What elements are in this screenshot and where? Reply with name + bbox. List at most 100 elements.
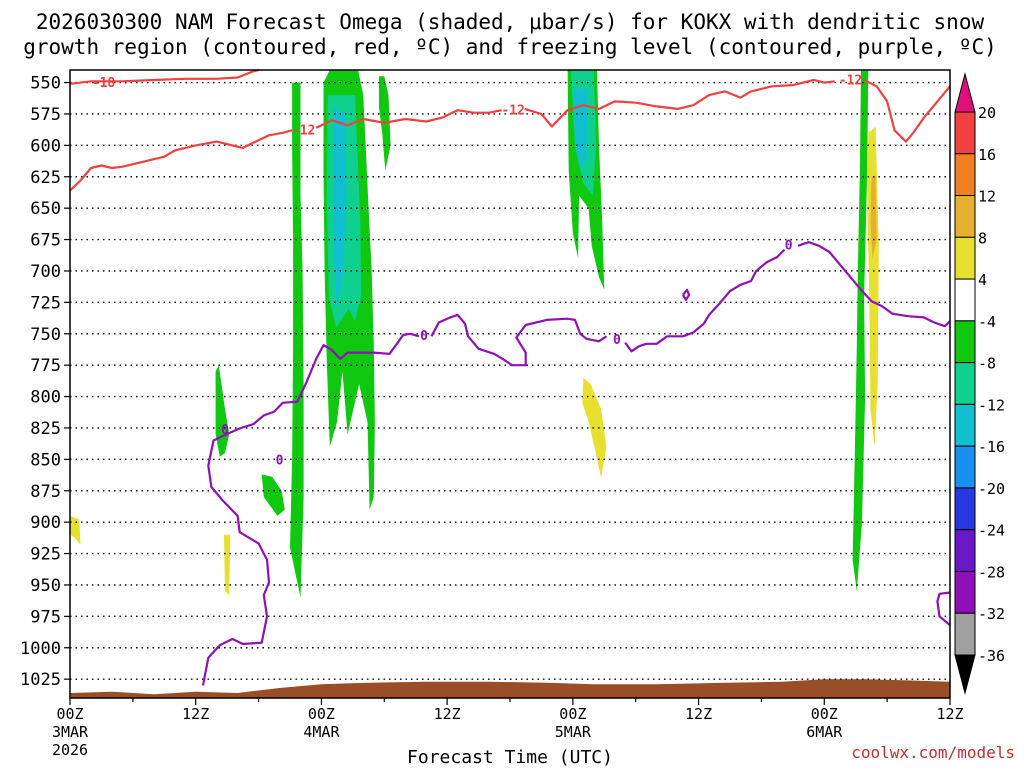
contour-line--12-1 xyxy=(69,129,293,192)
contour-line--18-0 xyxy=(69,68,259,85)
contour-line--12-3 xyxy=(524,78,835,128)
y-tick-label-675: 675 xyxy=(30,231,61,251)
contour-label--18-0-0: -18 xyxy=(92,76,116,91)
contour-label-0-5-4: 0 xyxy=(276,453,284,468)
y-tick-label-825: 825 xyxy=(30,419,61,439)
y-tick-label-700: 700 xyxy=(30,262,61,282)
x-tick-label-48-0: 00Z xyxy=(559,705,586,723)
y-tick-label-725: 725 xyxy=(30,293,61,313)
colorbar-label--36: -36 xyxy=(978,647,1005,665)
colorbar-label--12: -12 xyxy=(978,396,1005,414)
omega-region-green-5 xyxy=(261,474,285,516)
y-tick-label-875: 875 xyxy=(30,482,61,502)
colorbar-label--20: -20 xyxy=(978,480,1005,498)
chart-title-line-2: growth region (contoured, red, ºC) and f… xyxy=(23,35,997,59)
x-tick-label-0-2: 2026 xyxy=(52,741,88,759)
colorbar-label--4: -4 xyxy=(978,313,996,331)
y-tick-label-800: 800 xyxy=(30,388,61,408)
x-axis-label: Forecast Time (UTC) xyxy=(407,747,613,768)
x-tick-label-48-1: 5MAR xyxy=(555,723,592,741)
y-tick-label-775: 775 xyxy=(30,356,61,376)
contour-label--12-4-0: -12 xyxy=(839,73,862,88)
contour-label-0-5-2: 0 xyxy=(613,333,621,348)
contour-label-0-5-3: 0 xyxy=(785,239,793,254)
contour-line-0-6 xyxy=(430,313,608,367)
colorbar-label--8: -8 xyxy=(978,355,996,373)
terrain-fill xyxy=(70,679,950,698)
contour-line-0-5 xyxy=(201,332,420,686)
colorbar-swatch-2 xyxy=(954,153,976,197)
colorbar-swatch-10 xyxy=(954,487,976,531)
omega-region-yellow-13 xyxy=(70,515,81,545)
colorbar-swatch-5 xyxy=(954,278,976,322)
x-tick-label-84-0: 12Z xyxy=(936,705,963,723)
colorbar-swatch-4 xyxy=(954,236,976,280)
contour-label-0-5-0: 0 xyxy=(221,423,229,438)
contour-line-0-8 xyxy=(797,241,951,328)
omega-region-yellow-14 xyxy=(224,534,231,595)
omega-region-yellow-12 xyxy=(582,377,607,479)
x-tick-label-72-1: 6MAR xyxy=(806,723,843,741)
colorbar-cap-bottom xyxy=(954,654,976,695)
pressure-gridlines xyxy=(70,81,950,680)
colorbar-swatch-13 xyxy=(954,612,976,656)
credit-text: coolwx.com/models xyxy=(851,743,1015,762)
x-tick-label-12-0: 12Z xyxy=(182,705,209,723)
plot-area: -18 -12 -12 -12 0 0 0 0 0 xyxy=(69,68,951,699)
colorbar-label--24: -24 xyxy=(978,522,1005,540)
colorbar-label-20: 20 xyxy=(978,104,996,122)
colorbar-swatch-3 xyxy=(954,195,976,238)
y-tick-label-900: 900 xyxy=(30,513,61,533)
colorbar-label-16: 16 xyxy=(978,146,996,164)
y-axis-ticks: 550 575 600 625 650 675 700 725 750 775 800 825 850 8… xyxy=(20,74,70,690)
y-tick-label-1000: 1000 xyxy=(20,639,61,659)
x-tick-label-60-0: 12Z xyxy=(685,705,712,723)
y-tick-label-575: 575 xyxy=(30,105,61,125)
contour-layer: -18 -12 -12 -12 0 0 0 0 0 xyxy=(69,68,951,686)
colorbar-swatch-12 xyxy=(954,570,976,614)
chart-title-line-1: 2026030300 NAM Forecast Omega (shaded, μ… xyxy=(36,10,985,34)
y-tick-label-625: 625 xyxy=(30,168,61,188)
y-tick-label-850: 850 xyxy=(30,450,61,470)
colorbar-swatch-1 xyxy=(954,111,976,155)
x-tick-label-36-0: 12Z xyxy=(434,705,461,723)
y-tick-label-925: 925 xyxy=(30,545,61,565)
colorbar-label-12: 12 xyxy=(978,188,996,206)
contour-label--12-1-0: -12 xyxy=(292,124,315,139)
contour-line--12-4 xyxy=(863,79,951,143)
x-tick-label-24-0: 00Z xyxy=(308,705,335,723)
terrain-layer xyxy=(70,679,950,698)
y-tick-label-975: 975 xyxy=(30,607,61,627)
contour-line--12-2 xyxy=(315,109,502,129)
y-tick-label-650: 650 xyxy=(30,199,61,219)
colorbar-label--32: -32 xyxy=(978,605,1005,623)
colorbar-swatch-11 xyxy=(954,529,976,572)
contour-label--12-2-0: -12 xyxy=(501,104,524,119)
contour-line-0-7 xyxy=(624,248,786,353)
x-tick-label-0-0: 00Z xyxy=(56,705,83,723)
y-tick-label-950: 950 xyxy=(30,576,61,596)
y-tick-label-550: 550 xyxy=(30,74,61,94)
colorbar-swatch-6 xyxy=(954,320,976,364)
colorbar-swatch-8 xyxy=(954,403,976,447)
colorbar-label--16: -16 xyxy=(978,438,1005,456)
colorbar-label-8: 8 xyxy=(978,229,987,247)
y-tick-label-1025: 1025 xyxy=(20,670,61,690)
omega-region-orange-15 xyxy=(870,176,877,259)
omega-region-green-6 xyxy=(852,70,869,592)
contour-line-0-10 xyxy=(936,591,951,627)
omega-region-green-0 xyxy=(290,82,304,598)
colorbar-label--28: -28 xyxy=(978,563,1005,581)
x-tick-label-0-1: 3MAR xyxy=(52,723,89,741)
omega-region-cyan-10 xyxy=(573,88,588,171)
contour-line-0-9 xyxy=(681,288,691,301)
colorbar-swatch-7 xyxy=(954,362,976,405)
colorbar-label-4: 4 xyxy=(978,271,987,289)
colorbar-swatch-9 xyxy=(954,445,976,489)
contour-label-0-5-1: 0 xyxy=(420,329,428,344)
y-tick-label-750: 750 xyxy=(30,325,61,345)
x-tick-label-24-1: 4MAR xyxy=(303,723,340,741)
colorbar: -36 -32 -28 -24 -20 -16 -12 -8 -4 4 8 12 16 20 xyxy=(954,72,1005,695)
